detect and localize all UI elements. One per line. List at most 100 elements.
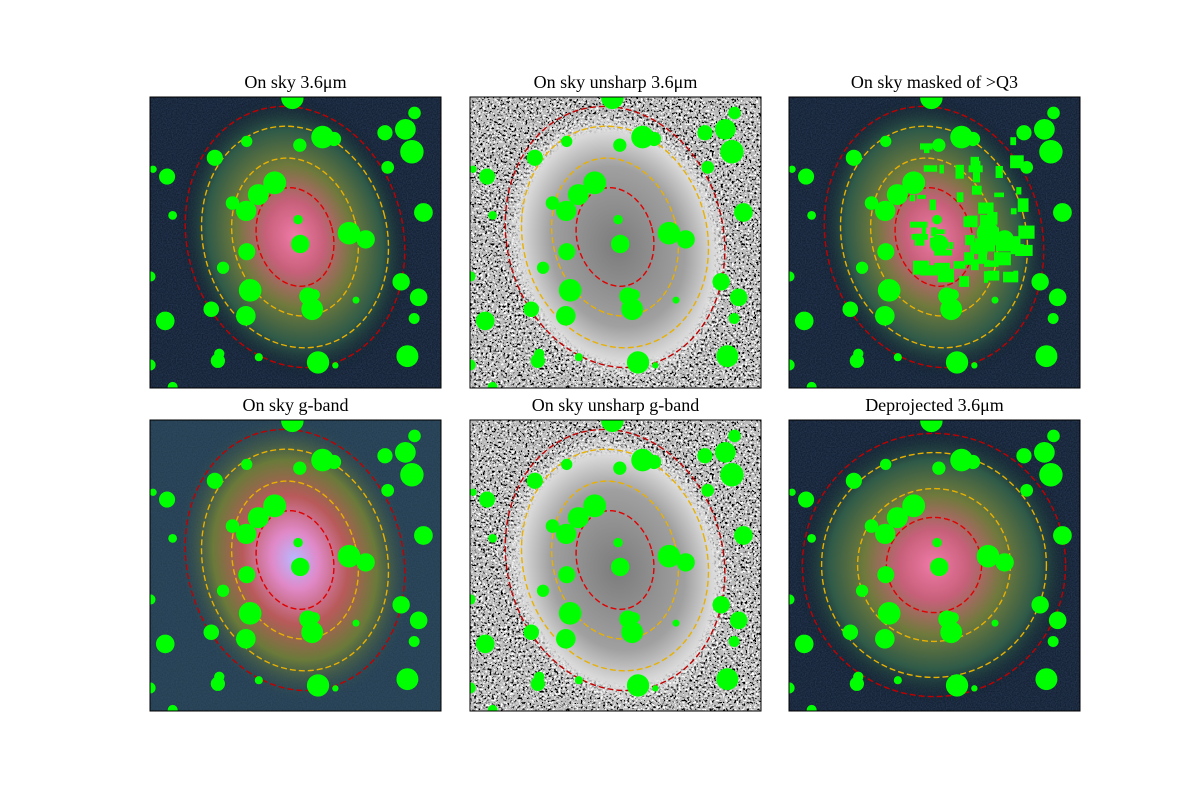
mask-blob bbox=[356, 230, 375, 249]
mask-blob bbox=[1047, 106, 1060, 120]
mask-blob bbox=[236, 629, 256, 649]
mask-blob bbox=[714, 118, 736, 140]
panel-title: On sky unsharp 3.6μm bbox=[534, 72, 698, 92]
mask-blob bbox=[875, 629, 895, 649]
mask-blob bbox=[631, 448, 654, 472]
mask-blob bbox=[225, 519, 240, 533]
mask-patch bbox=[987, 270, 1000, 281]
mask-patch bbox=[923, 165, 938, 172]
mask-patch bbox=[972, 172, 981, 183]
mask-blob bbox=[225, 196, 240, 210]
mask-blob bbox=[842, 624, 859, 641]
mask-patch bbox=[994, 252, 1011, 266]
mask-patch bbox=[934, 250, 952, 256]
mask-blob bbox=[377, 125, 393, 141]
mask-patch bbox=[1010, 137, 1017, 146]
mask-patch bbox=[971, 185, 982, 195]
mask-blob bbox=[880, 458, 892, 471]
mask-blob bbox=[728, 106, 741, 120]
mask-patch bbox=[975, 249, 982, 255]
mask-blob bbox=[734, 526, 753, 545]
mask-patch bbox=[934, 262, 950, 271]
mask-blob bbox=[487, 704, 498, 711]
mask-blob bbox=[1020, 484, 1034, 497]
mask-blob bbox=[396, 345, 419, 368]
mask-blob bbox=[875, 200, 896, 222]
image-panel bbox=[150, 97, 441, 388]
mask-blob bbox=[932, 214, 942, 225]
mask-blob bbox=[558, 243, 576, 261]
mask-blob bbox=[400, 463, 424, 487]
panel-title: On sky 3.6μm bbox=[244, 72, 346, 92]
mask-blob bbox=[526, 149, 543, 166]
mask-patch bbox=[1016, 187, 1022, 195]
mask-blob bbox=[150, 271, 156, 282]
mask-blob bbox=[352, 619, 360, 627]
mask-blob bbox=[1039, 140, 1063, 164]
contour bbox=[504, 428, 726, 692]
mask-blob bbox=[470, 359, 476, 371]
mask-blob bbox=[408, 429, 421, 443]
mask-blob bbox=[701, 161, 715, 174]
mask-patch bbox=[914, 233, 925, 246]
mask-patch bbox=[929, 199, 936, 211]
mask-patch bbox=[995, 238, 1013, 252]
mask-blob bbox=[216, 584, 230, 597]
mask-patch bbox=[956, 192, 964, 203]
mask-blob bbox=[306, 351, 330, 374]
mask-patch bbox=[910, 221, 928, 228]
mask-blob bbox=[621, 621, 644, 644]
mask-blob bbox=[877, 243, 895, 261]
mask-blob bbox=[381, 161, 395, 174]
mask-blob bbox=[409, 288, 428, 307]
mask-blob bbox=[945, 674, 969, 697]
mask-blob bbox=[629, 289, 640, 301]
mask-blob bbox=[657, 544, 681, 568]
mask-patch bbox=[978, 202, 994, 214]
mask-blob bbox=[311, 448, 334, 472]
mask-blob bbox=[853, 671, 864, 682]
mask-blob bbox=[1053, 203, 1072, 222]
mask-blob bbox=[309, 289, 320, 301]
mask-patch bbox=[920, 265, 936, 276]
mask-blob bbox=[281, 97, 304, 110]
mask-blob bbox=[1016, 125, 1032, 141]
mask-blob bbox=[676, 230, 695, 249]
mask-blob bbox=[337, 544, 361, 568]
mask-blob bbox=[247, 507, 269, 529]
mask-patch bbox=[948, 242, 954, 250]
mask-patch bbox=[1013, 270, 1019, 276]
mask-patch bbox=[994, 192, 1005, 198]
mask-patch bbox=[921, 224, 927, 237]
mask-blob bbox=[880, 135, 892, 148]
mask-blob bbox=[697, 448, 713, 464]
mask-blob bbox=[794, 634, 814, 654]
mask-patch bbox=[937, 268, 954, 283]
panel-frame bbox=[788, 419, 1081, 712]
mask-patch bbox=[970, 156, 980, 166]
mask-blob bbox=[1039, 463, 1063, 487]
mask-blob bbox=[534, 348, 545, 359]
mask-blob bbox=[291, 234, 310, 254]
mask-blob bbox=[159, 168, 176, 185]
mask-blob bbox=[886, 184, 908, 206]
mask-blob bbox=[920, 420, 943, 433]
mask-patch bbox=[983, 271, 989, 283]
mask-blob bbox=[971, 362, 978, 369]
mask-blob bbox=[301, 621, 324, 644]
mask-blob bbox=[536, 261, 550, 274]
mask-blob bbox=[214, 671, 225, 682]
mask-blob bbox=[523, 301, 540, 318]
mask-patch bbox=[981, 249, 988, 263]
mask-blob bbox=[479, 168, 496, 185]
mask-blob bbox=[798, 491, 815, 508]
mask-blob bbox=[526, 472, 543, 489]
mask-blob bbox=[583, 171, 607, 195]
mask-blob bbox=[396, 668, 419, 691]
mask-blob bbox=[487, 381, 498, 388]
mask-blob bbox=[948, 612, 959, 624]
mask-blob bbox=[613, 138, 627, 152]
mask-patch bbox=[987, 212, 998, 225]
mask-blob bbox=[332, 362, 339, 369]
